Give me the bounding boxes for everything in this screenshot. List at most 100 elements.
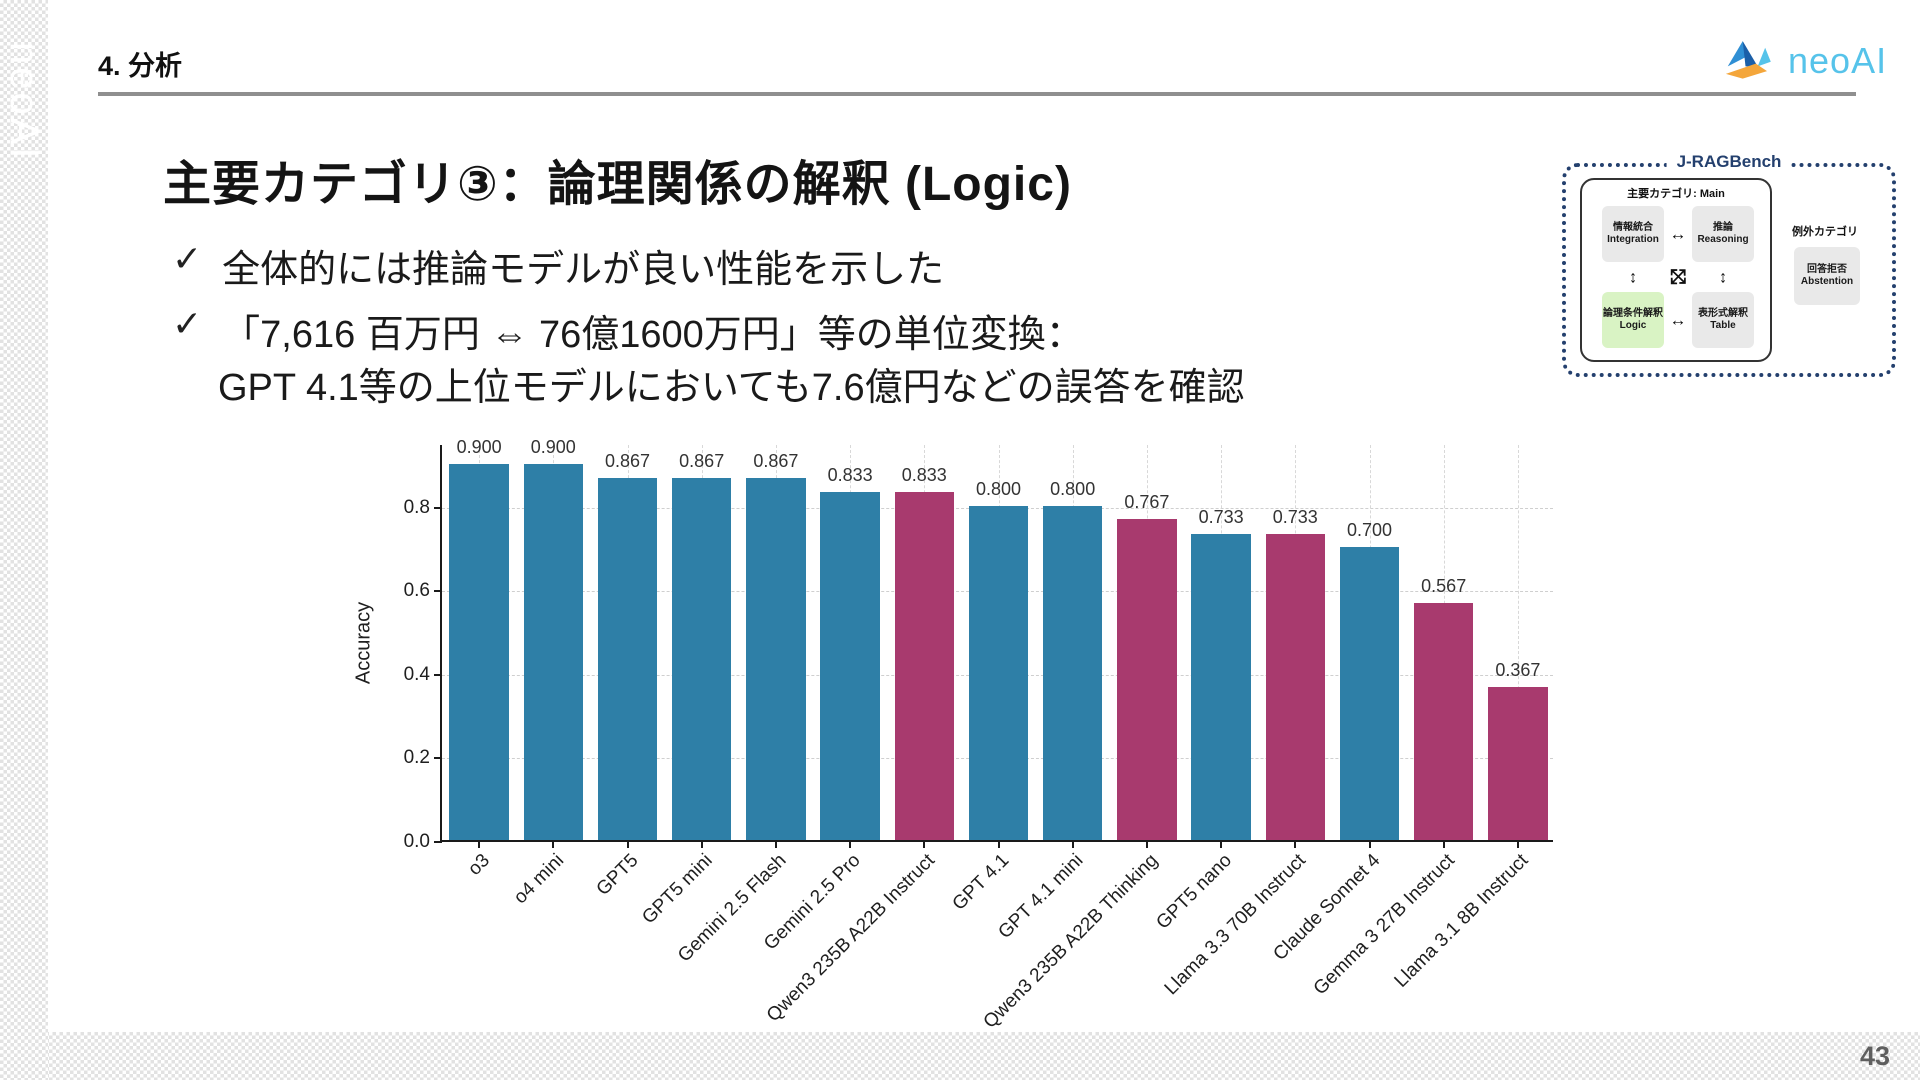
arrow-vertical-right-icon: ↕	[1718, 267, 1728, 287]
arrow-vertical-left-icon: ↕	[1628, 267, 1638, 287]
x-tick-label: o4 mini	[509, 850, 569, 909]
node-table-en: Table	[1710, 320, 1736, 331]
bar-value-label: 0.833	[827, 464, 873, 485]
node-abstention: 回答拒否 Abstention	[1794, 247, 1860, 305]
slide: 4. 分析 neoAI 主要カテゴリ③：論理関係の解釈 (Logic) ✓ 全体…	[48, 0, 1920, 1033]
arrow-diagonal-nw-icon: ⤡	[1670, 266, 1686, 288]
x-tick	[626, 840, 629, 848]
bar	[820, 491, 880, 840]
bar	[523, 463, 583, 840]
x-tick-label: Gemma 3 27B Instruct	[1309, 850, 1459, 1000]
bar-value-label: 0.767	[1124, 492, 1170, 513]
bar	[968, 505, 1029, 840]
bar	[449, 463, 509, 840]
bar-value-label: 0.733	[1198, 506, 1244, 527]
bullet-2-line-2: GPT 4.1等の上位モデルにおいても7.6億円などの誤答を確認	[218, 367, 1245, 409]
bar	[894, 491, 954, 840]
bar-value-label: 0.800	[1050, 478, 1096, 499]
chart-plot: Accuracy 0.0 0.2 0.4 0.6 0.8 0.900 o3 0.900 o4 m…	[353, 437, 1553, 1033]
x-tick	[700, 840, 703, 848]
check-icon: ✓	[172, 238, 203, 279]
x-tick	[1516, 840, 1519, 848]
bottom-border-strip: 43	[0, 1032, 1920, 1080]
bar	[1117, 519, 1177, 840]
node-table-jp: 表形式解釈	[1698, 307, 1748, 319]
node-logic-en: Logic	[1619, 320, 1647, 331]
y-tick	[434, 841, 442, 843]
y-tick	[434, 506, 442, 509]
node-table: 表形式解釈 Table	[1692, 292, 1754, 348]
x-tick	[1368, 840, 1371, 848]
bar-value-label: 0.867	[679, 450, 725, 471]
node-logic: 論理条件解釈 Logic	[1602, 292, 1664, 348]
y-tick	[434, 757, 442, 760]
x-tick	[849, 840, 852, 848]
y-tick-label: 0.6	[403, 580, 430, 602]
section-header: 4. 分析	[98, 51, 183, 81]
node-reasoning-jp: 推論	[1713, 221, 1733, 233]
x-tick	[923, 840, 926, 848]
bar	[1043, 505, 1103, 840]
header-rule	[98, 92, 1856, 96]
node-integration-en: Integration	[1607, 234, 1659, 245]
diagram-title: J-RAGBench	[1666, 152, 1792, 172]
x-tick-label: o3	[464, 850, 494, 880]
arrow-horizontal-top-icon: ↔	[1669, 224, 1687, 244]
page-number: 43	[1859, 1041, 1890, 1071]
x-tick-label: GPT 4.1	[948, 850, 1014, 915]
node-logic-jp: 論理条件解釈	[1603, 307, 1663, 319]
bar-value-label: 0.567	[1421, 576, 1467, 597]
x-tick	[552, 840, 555, 848]
x-tick-label: Llama 3.1 8B Instruct	[1390, 850, 1533, 992]
bullet-2-line-1: 「7,616 百万円 ⇔ 76億1600万円」等の単位変換：	[222, 314, 1084, 356]
main-category-label: 主要カテゴリ: Main	[1627, 188, 1725, 200]
bar-value-label: 0.800	[975, 478, 1022, 499]
accuracy-bar-chart: Accuracy 0.0 0.2 0.4 0.6 0.8 0.900 o3 0.900 o4 m…	[353, 437, 1553, 1033]
bar-value-label: 0.867	[753, 450, 799, 471]
x-tick	[478, 840, 481, 848]
y-tick	[434, 590, 442, 593]
bar	[672, 477, 732, 840]
bar-value-label: 0.900	[456, 436, 502, 457]
slide-title: 主要カテゴリ③：論理関係の解釈 (Logic)	[163, 158, 1072, 211]
main-category-box: 主要カテゴリ: Main 情報統合 Integration 推論 Reasoni…	[1580, 178, 1772, 362]
x-tick-label: Llama 3.3 70B Instruct	[1160, 850, 1311, 1000]
bar-value-label: 0.833	[901, 464, 947, 485]
neoai-logo-icon	[1724, 36, 1782, 85]
x-tick	[1220, 840, 1223, 848]
node-reasoning: 推論 Reasoning	[1692, 206, 1754, 262]
bar	[1414, 603, 1474, 840]
bar	[1265, 533, 1325, 840]
left-border-strip: neoAI	[0, 0, 48, 1080]
neoai-logo: neoAI	[1724, 36, 1887, 85]
y-tick-label: 0.4	[403, 663, 430, 685]
y-tick	[434, 673, 442, 676]
x-tick	[774, 840, 777, 848]
gridline	[1517, 445, 1519, 840]
bar	[1488, 686, 1548, 840]
x-tick	[1071, 840, 1074, 848]
bar-value-label: 0.367	[1495, 659, 1541, 680]
x-tick	[997, 840, 1000, 848]
node-abstention-en: Abstention	[1800, 276, 1854, 287]
x-tick-label: GPT5	[592, 850, 643, 900]
node-reasoning-en: Reasoning	[1697, 234, 1749, 245]
bar-value-label: 0.700	[1346, 520, 1393, 541]
x-tick	[1294, 840, 1297, 848]
neoai-logo-text: neoAI	[1788, 39, 1888, 81]
x-tick	[1145, 840, 1148, 848]
bullet-1-text: 全体的には推論モデルが良い性能を示した	[222, 249, 945, 291]
jragbench-diagram: J-RAGBench 主要カテゴリ: Main 情報統合 Integration…	[1562, 152, 1896, 377]
bar-value-label: 0.867	[604, 450, 651, 471]
check-icon: ✓	[172, 303, 203, 344]
bar	[597, 477, 658, 840]
bar	[1339, 547, 1400, 840]
bar-value-label: 0.900	[530, 436, 576, 457]
arrow-diagonal-ne-icon: ⤢	[1670, 266, 1686, 288]
bullet-1: ✓ 全体的には推論モデルが良い性能を示した	[172, 238, 944, 293]
node-abstention-jp: 回答拒否	[1807, 263, 1847, 275]
y-tick-label: 0.8	[403, 496, 430, 518]
node-integration: 情報統合 Integration	[1602, 206, 1664, 262]
y-tick-label: 0.2	[403, 747, 430, 769]
watermark-text: neoAI	[2, 42, 46, 162]
